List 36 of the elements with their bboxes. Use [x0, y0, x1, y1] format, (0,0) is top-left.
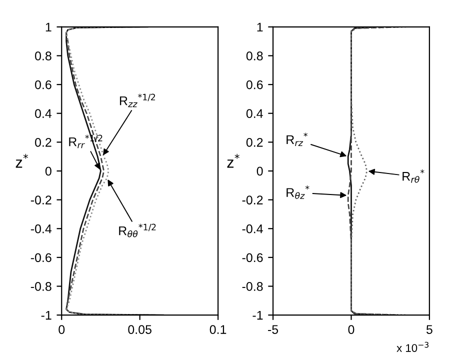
y-axis-title: z$^{*}$ — [227, 154, 240, 168]
y-tick-label: -0.2 — [242, 196, 263, 204]
y-tick-label: 1 — [257, 22, 263, 32]
x-tick-label: 0.05 — [128, 325, 152, 334]
y-tick-label: -0.6 — [242, 253, 263, 262]
text: x 10$^{−3}$ — [396, 342, 429, 352]
x-tick-label: 0 — [348, 325, 354, 334]
y-tick-label: -0.4 — [30, 224, 52, 234]
y-tick-label: 0.6 — [246, 80, 263, 90]
y-tick-label: 0.8 — [35, 52, 52, 60]
x-tick-label: 5 — [426, 325, 432, 334]
y-tick-label: 1 — [46, 22, 52, 32]
y-tick-label: 0.2 — [246, 138, 263, 147]
annotation: R$_{rz}$$^{*}$ — [286, 132, 308, 146]
y-tick-label: 0.4 — [35, 109, 52, 118]
y-tick-label: 0.4 — [246, 109, 263, 118]
annotation: R$_{rθ}$$^{*}$ — [402, 169, 424, 183]
x-tick-label: 0 — [58, 325, 65, 334]
y-tick-label: 0.8 — [246, 52, 263, 60]
x-tick-label: 0.1 — [210, 325, 226, 334]
y-tick-label: 0.6 — [35, 80, 52, 90]
y-tick-label: 0.2 — [35, 138, 52, 147]
annotation: R$_{zz}$$^{*1/2}$ — [120, 94, 156, 108]
y-tick-label: -0.4 — [242, 224, 263, 234]
y-tick-label: -0.8 — [242, 282, 263, 291]
y-tick-label: 0 — [45, 166, 52, 176]
y-tick-label: -0.6 — [30, 253, 52, 262]
annotation: R$_{θθ}$$^{*1/2}$ — [119, 224, 156, 238]
y-tick-label: -1 — [252, 310, 263, 320]
annotation: R$_{θz}$$^{*}$ — [286, 186, 310, 199]
x-tick-label: -5 — [268, 325, 278, 334]
y-tick-label: -0.2 — [30, 196, 52, 204]
y-tick-label: 0 — [256, 166, 263, 176]
y-tick-label: -1 — [41, 310, 52, 320]
y-axis-title: z$^{*}$ — [16, 154, 28, 168]
y-tick-label: -0.8 — [30, 282, 52, 291]
